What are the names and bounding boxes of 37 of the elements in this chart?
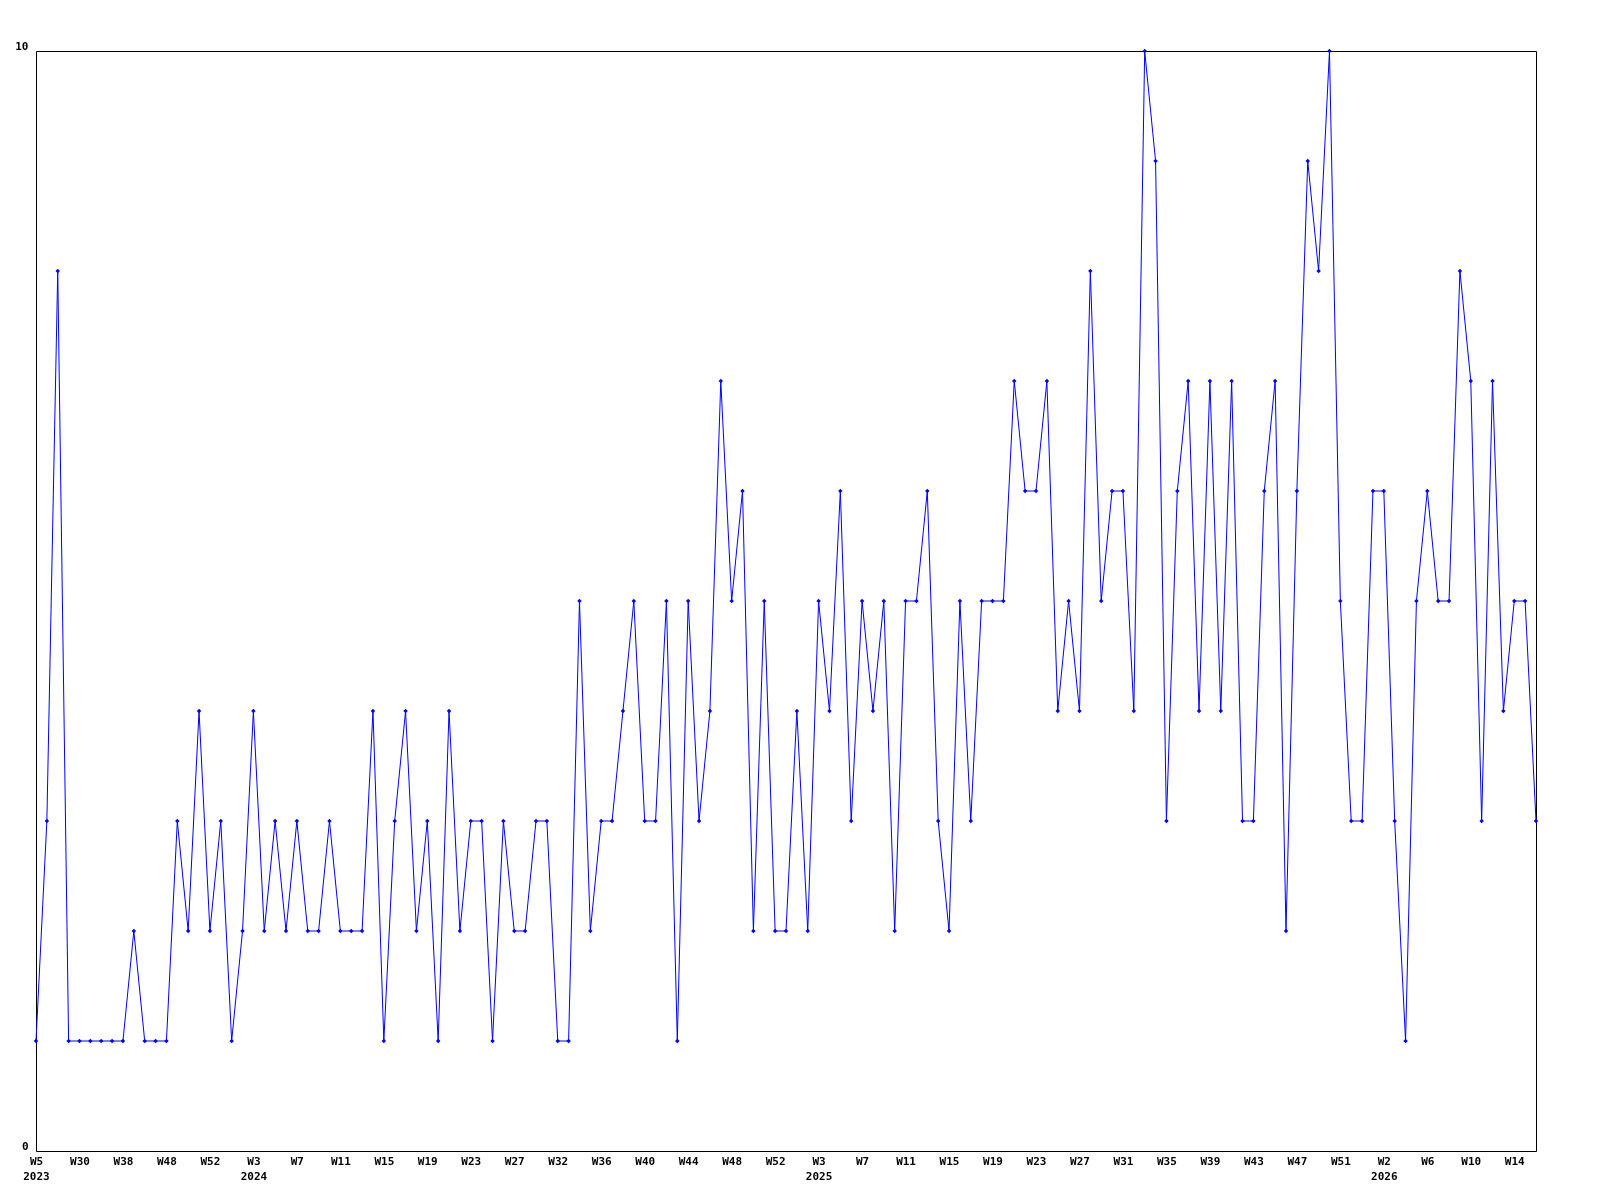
x-tick-label: W51	[1330, 1154, 1352, 1168]
x-tick-label: W7	[290, 1154, 304, 1168]
x-tick-label: W11	[896, 1154, 917, 1168]
y-tick-label: 10	[15, 39, 29, 53]
x-tick-label: W47	[1287, 1154, 1308, 1168]
y-tick-label: 0	[21, 1139, 29, 1153]
x-tick-label: W36	[591, 1154, 613, 1168]
x-tick-label: W52	[200, 1154, 221, 1168]
x-tick-label: W19	[417, 1154, 438, 1168]
x-tick-label: W43	[1243, 1154, 1264, 1168]
x-tick-label: W31	[1113, 1154, 1134, 1168]
x-tick-label: W3 2025	[805, 1154, 833, 1183]
x-tick-label: W2 2026	[1371, 1154, 1398, 1183]
x-tick-label: W35	[1157, 1154, 1177, 1168]
x-tick-label: W19	[983, 1154, 1003, 1168]
x-tick-label: W52	[765, 1154, 786, 1168]
x-tick-label: W15	[374, 1154, 395, 1168]
x-tick-label: W3 2024	[240, 1154, 268, 1183]
x-tick-label: W5 2023	[23, 1154, 50, 1183]
x-tick-label: W23	[1026, 1154, 1047, 1168]
x-tick-label: W15	[939, 1154, 960, 1168]
x-tick-label: W38	[113, 1154, 134, 1168]
x-tick-label: W44	[678, 1154, 699, 1168]
x-tick-label: W10	[1461, 1154, 1482, 1168]
x-tick-label: W48	[722, 1154, 743, 1168]
x-tick-label: W27	[1070, 1154, 1090, 1168]
x-tick-label: W30	[70, 1154, 90, 1168]
x-tick-label: W14	[1504, 1154, 1526, 1168]
x-tick-label: W7	[855, 1154, 870, 1168]
x-tick-label: W32	[548, 1154, 569, 1168]
x-tick-label: W48	[157, 1154, 177, 1168]
x-tick-label: W39	[1200, 1154, 1221, 1168]
x-tick-label: W11	[330, 1154, 352, 1168]
x-tick-label: W23	[461, 1154, 482, 1168]
x-tick-label: W6	[1421, 1154, 1435, 1168]
x-tick-label: W40	[635, 1154, 656, 1168]
x-tick-label: W27	[504, 1154, 525, 1168]
